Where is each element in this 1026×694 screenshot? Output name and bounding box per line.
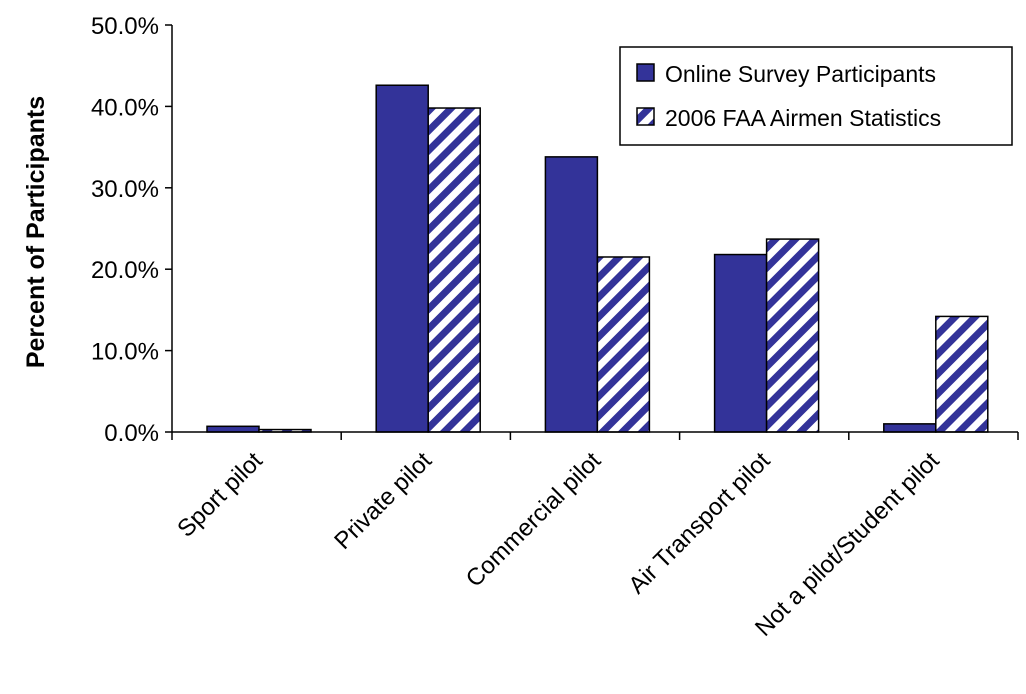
category-label-not-a-pilot-student-pilot: Not a pilot/Student pilot [750, 447, 945, 642]
bar-online-survey-participants-air-transport-pilot [713, 253, 768, 433]
y-tick-label: 40.0% [91, 94, 159, 121]
y-tick-label: 10.0% [91, 339, 159, 366]
legend: Online Survey Participants 2006 FAA Airm… [619, 46, 1013, 146]
legend-swatch-faa-statistics [636, 107, 655, 126]
category-labels: Sport pilot Private pilot Commercial pilot… [172, 447, 945, 642]
bars [206, 84, 989, 433]
category-label-private-pilot: Private pilot [329, 447, 437, 555]
y-ticks: 0.0% 10.0% 20.0% 30.0% 40.0% 50.0% [91, 13, 172, 447]
bar-2006-faa-airmen-statistics-not-a-pilot-student-pilot [935, 315, 989, 433]
axes [171, 25, 1019, 440]
category-label-commercial-pilot: Commercial pilot [461, 447, 607, 593]
bar-2006-faa-airmen-statistics-commercial-pilot [596, 256, 651, 433]
category-label-sport-pilot: Sport pilot [172, 447, 268, 543]
y-axis-title: Percent of Participants [22, 96, 50, 368]
legend-swatch-online-survey [636, 63, 655, 82]
legend-label-online-survey: Online Survey Participants [665, 61, 936, 87]
y-tick-label: 50.0% [91, 13, 159, 40]
bar-online-survey-participants-not-a-pilot-student-pilot [883, 423, 937, 433]
y-tick-label: 20.0% [91, 257, 159, 284]
category-label-air-transport-pilot: Air Transport pilot [623, 447, 775, 599]
y-tick-label: 0.0% [104, 420, 159, 447]
y-axis-title-group: Percent of Participants [22, 96, 50, 368]
bar-2006-faa-airmen-statistics-air-transport-pilot [765, 238, 820, 433]
legend-label-faa-statistics: 2006 FAA Airmen Statistics [665, 105, 941, 131]
bar-online-survey-participants-commercial-pilot [544, 156, 599, 433]
legend-box [619, 46, 1013, 146]
bar-online-survey-participants-sport-pilot [206, 425, 260, 433]
bar-2006-faa-airmen-statistics-private-pilot [427, 107, 481, 433]
y-tick-label: 30.0% [91, 176, 159, 203]
bar-online-survey-participants-private-pilot [375, 84, 429, 433]
